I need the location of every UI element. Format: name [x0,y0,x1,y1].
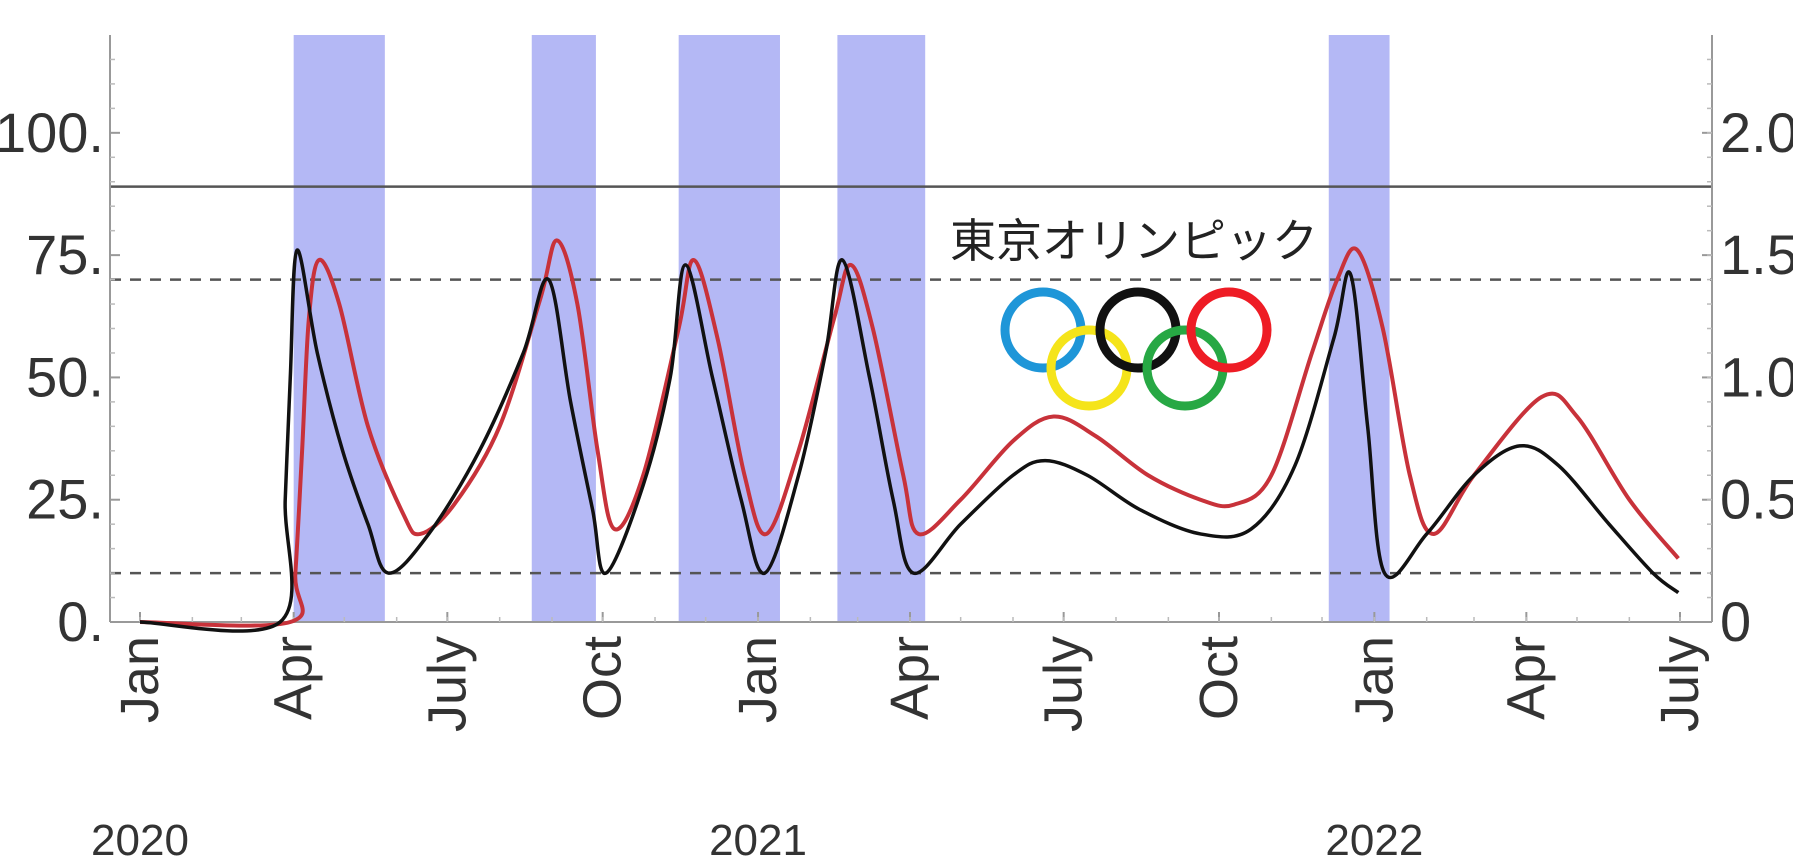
x-tick-label: Apr [1496,636,1556,720]
y-left-tick-label: 50. [26,345,104,408]
series-lines [139,238,1680,633]
y-right-tick-label: 1.0 [1720,345,1793,408]
y-left-tick-label: 75. [26,223,104,286]
y-right-tick-label: 0 [1720,590,1751,653]
olympic-ring-3 [1095,287,1181,373]
x-tick-label: July [417,636,477,732]
x-tick-label: July [1650,636,1710,732]
shaded-period-3 [678,35,780,622]
lockdown-shading [293,35,1390,622]
year-label: 2020 [91,816,189,865]
year-label: 2021 [709,816,807,865]
x-tick-label: Apr [880,636,940,720]
x-tick-label: July [1034,636,1094,732]
shaded-period-4 [837,35,926,622]
olympic-ring-2 [1046,325,1132,411]
y-left-tick-label: 25. [26,468,104,531]
x-tick-label: Jan [1344,636,1404,723]
olympic-ring-1 [1000,287,1086,373]
olympics-label: 東京オリンピック [950,214,1318,268]
olympics-annotation: 東京オリンピック [950,214,1318,411]
series-line-1 [139,248,1680,633]
y-right-tick-label: 2.0 [1720,101,1793,164]
y-right-tick-label: 0.5 [1720,468,1793,531]
y-left-tick-label: 100. [0,101,104,164]
series-line-2 [139,238,1680,628]
olympic-ring-5 [1186,287,1272,373]
x-tick-label: Jan [728,636,788,723]
x-tick-label: Oct [573,636,633,720]
x-tick-label: Apr [264,636,324,720]
axes: 0. 25. 50. 75. 100. 0 0.5 1.0 1.5 2.0 Jan Apr July Oc… [0,35,1793,865]
x-tick-label: Jan [110,636,170,723]
x-tick-label: Oct [1189,636,1249,720]
olympic-rings-icon [1000,287,1272,411]
y-left-tick-label: 0. [57,590,104,653]
shaded-period-2 [531,35,596,622]
y-right-tick-label: 1.5 [1720,223,1793,286]
year-label: 2022 [1325,816,1423,865]
